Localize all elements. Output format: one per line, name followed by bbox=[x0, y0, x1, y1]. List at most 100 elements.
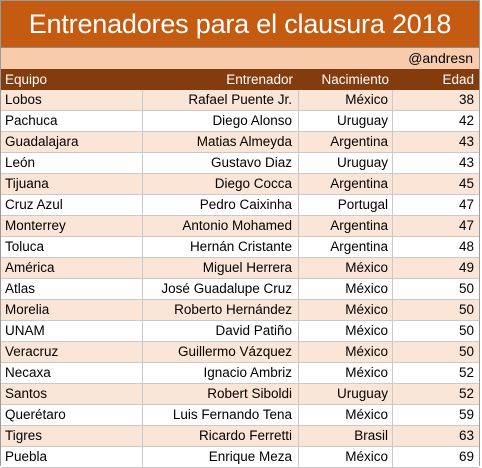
table-row: Lobos Rafael Puente Jr. México 38 bbox=[1, 90, 479, 111]
age-cell: 47 bbox=[458, 197, 474, 212]
team-cell: UNAM bbox=[1, 321, 143, 341]
age-cell: 63 bbox=[458, 428, 474, 443]
coach-cell: Antonio Mohamed bbox=[143, 216, 299, 236]
table-title: Entrenadores para el clausura 2018 bbox=[1, 1, 479, 47]
birthplace-cell: Argentina bbox=[299, 174, 393, 194]
age-cell: 69 bbox=[458, 449, 474, 464]
coach-cell: Matias Almeyda bbox=[143, 132, 299, 152]
table-row: Atlas José Guadalupe Cruz México 50 bbox=[1, 279, 479, 300]
birthplace-cell: Uruguay bbox=[299, 111, 393, 131]
coach-cell: Hernán Cristante bbox=[143, 237, 299, 257]
age-cell: 52 bbox=[458, 365, 474, 380]
birthplace-cell: Uruguay bbox=[299, 153, 393, 173]
birthplace-cell: México bbox=[299, 321, 393, 341]
age-cell: 49 bbox=[458, 260, 474, 275]
team-cell: Pachuca bbox=[1, 111, 143, 131]
coach-cell: Enrique Meza bbox=[143, 447, 299, 467]
header-coach: Entrenador bbox=[226, 72, 293, 87]
table-row: Querétaro Luis Fernando Tena México 59 bbox=[1, 405, 479, 426]
age-cell: 38 bbox=[458, 92, 474, 107]
coach-cell: Diego Alonso bbox=[143, 111, 299, 131]
coach-cell: Ignacio Ambriz bbox=[143, 363, 299, 383]
age-cell: 52 bbox=[458, 386, 474, 401]
team-cell: León bbox=[1, 153, 143, 173]
team-cell: Toluca bbox=[1, 237, 143, 257]
age-cell: 43 bbox=[458, 155, 474, 170]
coach-cell: Pedro Caixinha bbox=[143, 195, 299, 215]
coach-cell: Robert Siboldi bbox=[143, 384, 299, 404]
credit-bar: @andresn bbox=[1, 47, 479, 69]
birthplace-cell: México bbox=[299, 363, 393, 383]
table-row: Morelia Roberto Hernández México 50 bbox=[1, 300, 479, 321]
birthplace-cell: México bbox=[299, 342, 393, 362]
table-row: León Gustavo Diaz Uruguay 43 bbox=[1, 153, 479, 174]
coach-cell: José Guadalupe Cruz bbox=[143, 279, 299, 299]
birthplace-cell: Portugal bbox=[299, 195, 393, 215]
team-cell: Guadalajara bbox=[1, 132, 143, 152]
team-cell: Tigres bbox=[1, 426, 143, 446]
birthplace-cell: Uruguay bbox=[299, 384, 393, 404]
table-body: Lobos Rafael Puente Jr. México 38 Pachuca Die… bbox=[1, 90, 479, 468]
team-cell: Atlas bbox=[1, 279, 143, 299]
age-cell: 50 bbox=[458, 302, 474, 317]
table-row: Guadalajara Matias Almeyda Argentina 43 bbox=[1, 132, 479, 153]
team-cell: América bbox=[1, 258, 143, 278]
birthplace-cell: México bbox=[299, 405, 393, 425]
header-birth: Nacimiento bbox=[321, 72, 389, 87]
table-header-row: Equipo Entrenador Nacimiento Edad bbox=[1, 69, 479, 90]
birthplace-cell: Argentina bbox=[299, 132, 393, 152]
team-cell: Puebla bbox=[1, 447, 143, 467]
age-cell: 50 bbox=[458, 323, 474, 338]
team-cell: Lobos bbox=[1, 90, 143, 110]
birthplace-cell: Argentina bbox=[299, 216, 393, 236]
table-row: UNAM David Patiño México 50 bbox=[1, 321, 479, 342]
birthplace-cell: Brasil bbox=[299, 426, 393, 446]
age-cell: 47 bbox=[458, 218, 474, 233]
birthplace-cell: México bbox=[299, 300, 393, 320]
birthplace-cell: Argentina bbox=[299, 237, 393, 257]
table-row: Tigres Ricardo Ferretti Brasil 63 bbox=[1, 426, 479, 447]
coach-cell: Guillermo Vázquez bbox=[143, 342, 299, 362]
coach-cell: Roberto Hernández bbox=[143, 300, 299, 320]
table-row: Puebla Enrique Meza México 69 bbox=[1, 447, 479, 468]
age-cell: 50 bbox=[458, 281, 474, 296]
table-row: Santos Robert Siboldi Uruguay 52 bbox=[1, 384, 479, 405]
author-credit: @andresn bbox=[408, 50, 473, 66]
header-team: Equipo bbox=[5, 72, 48, 87]
age-cell: 42 bbox=[458, 113, 474, 128]
coach-cell: Luis Fernando Tena bbox=[143, 405, 299, 425]
coach-cell: Miguel Herrera bbox=[143, 258, 299, 278]
table-row: Necaxa Ignacio Ambriz México 52 bbox=[1, 363, 479, 384]
team-cell: Santos bbox=[1, 384, 143, 404]
age-cell: 50 bbox=[458, 344, 474, 359]
coach-cell: Rafael Puente Jr. bbox=[143, 90, 299, 110]
age-cell: 45 bbox=[458, 176, 474, 191]
birthplace-cell: México bbox=[299, 258, 393, 278]
table-row: Tijuana Diego Cocca Argentina 45 bbox=[1, 174, 479, 195]
team-cell: Veracruz bbox=[1, 342, 143, 362]
age-cell: 43 bbox=[458, 134, 474, 149]
coach-cell: Diego Cocca bbox=[143, 174, 299, 194]
birthplace-cell: México bbox=[299, 279, 393, 299]
birthplace-cell: México bbox=[299, 447, 393, 467]
team-cell: Monterrey bbox=[1, 216, 143, 236]
table-row: América Miguel Herrera México 49 bbox=[1, 258, 479, 279]
table-row: Monterrey Antonio Mohamed Argentina 47 bbox=[1, 216, 479, 237]
coach-cell: Ricardo Ferretti bbox=[143, 426, 299, 446]
coach-cell: David Patiño bbox=[143, 321, 299, 341]
team-cell: Querétaro bbox=[1, 405, 143, 425]
age-cell: 59 bbox=[458, 407, 474, 422]
team-cell: Necaxa bbox=[1, 363, 143, 383]
table-row: Cruz Azul Pedro Caixinha Portugal 47 bbox=[1, 195, 479, 216]
coach-cell: Gustavo Diaz bbox=[143, 153, 299, 173]
birthplace-cell: México bbox=[299, 90, 393, 110]
table-row: Toluca Hernán Cristante Argentina 48 bbox=[1, 237, 479, 258]
age-cell: 48 bbox=[458, 239, 474, 254]
table-row: Pachuca Diego Alonso Uruguay 42 bbox=[1, 111, 479, 132]
team-cell: Cruz Azul bbox=[1, 195, 143, 215]
table-row: Veracruz Guillermo Vázquez México 50 bbox=[1, 342, 479, 363]
team-cell: Morelia bbox=[1, 300, 143, 320]
header-age: Edad bbox=[442, 72, 474, 87]
team-cell: Tijuana bbox=[1, 174, 143, 194]
